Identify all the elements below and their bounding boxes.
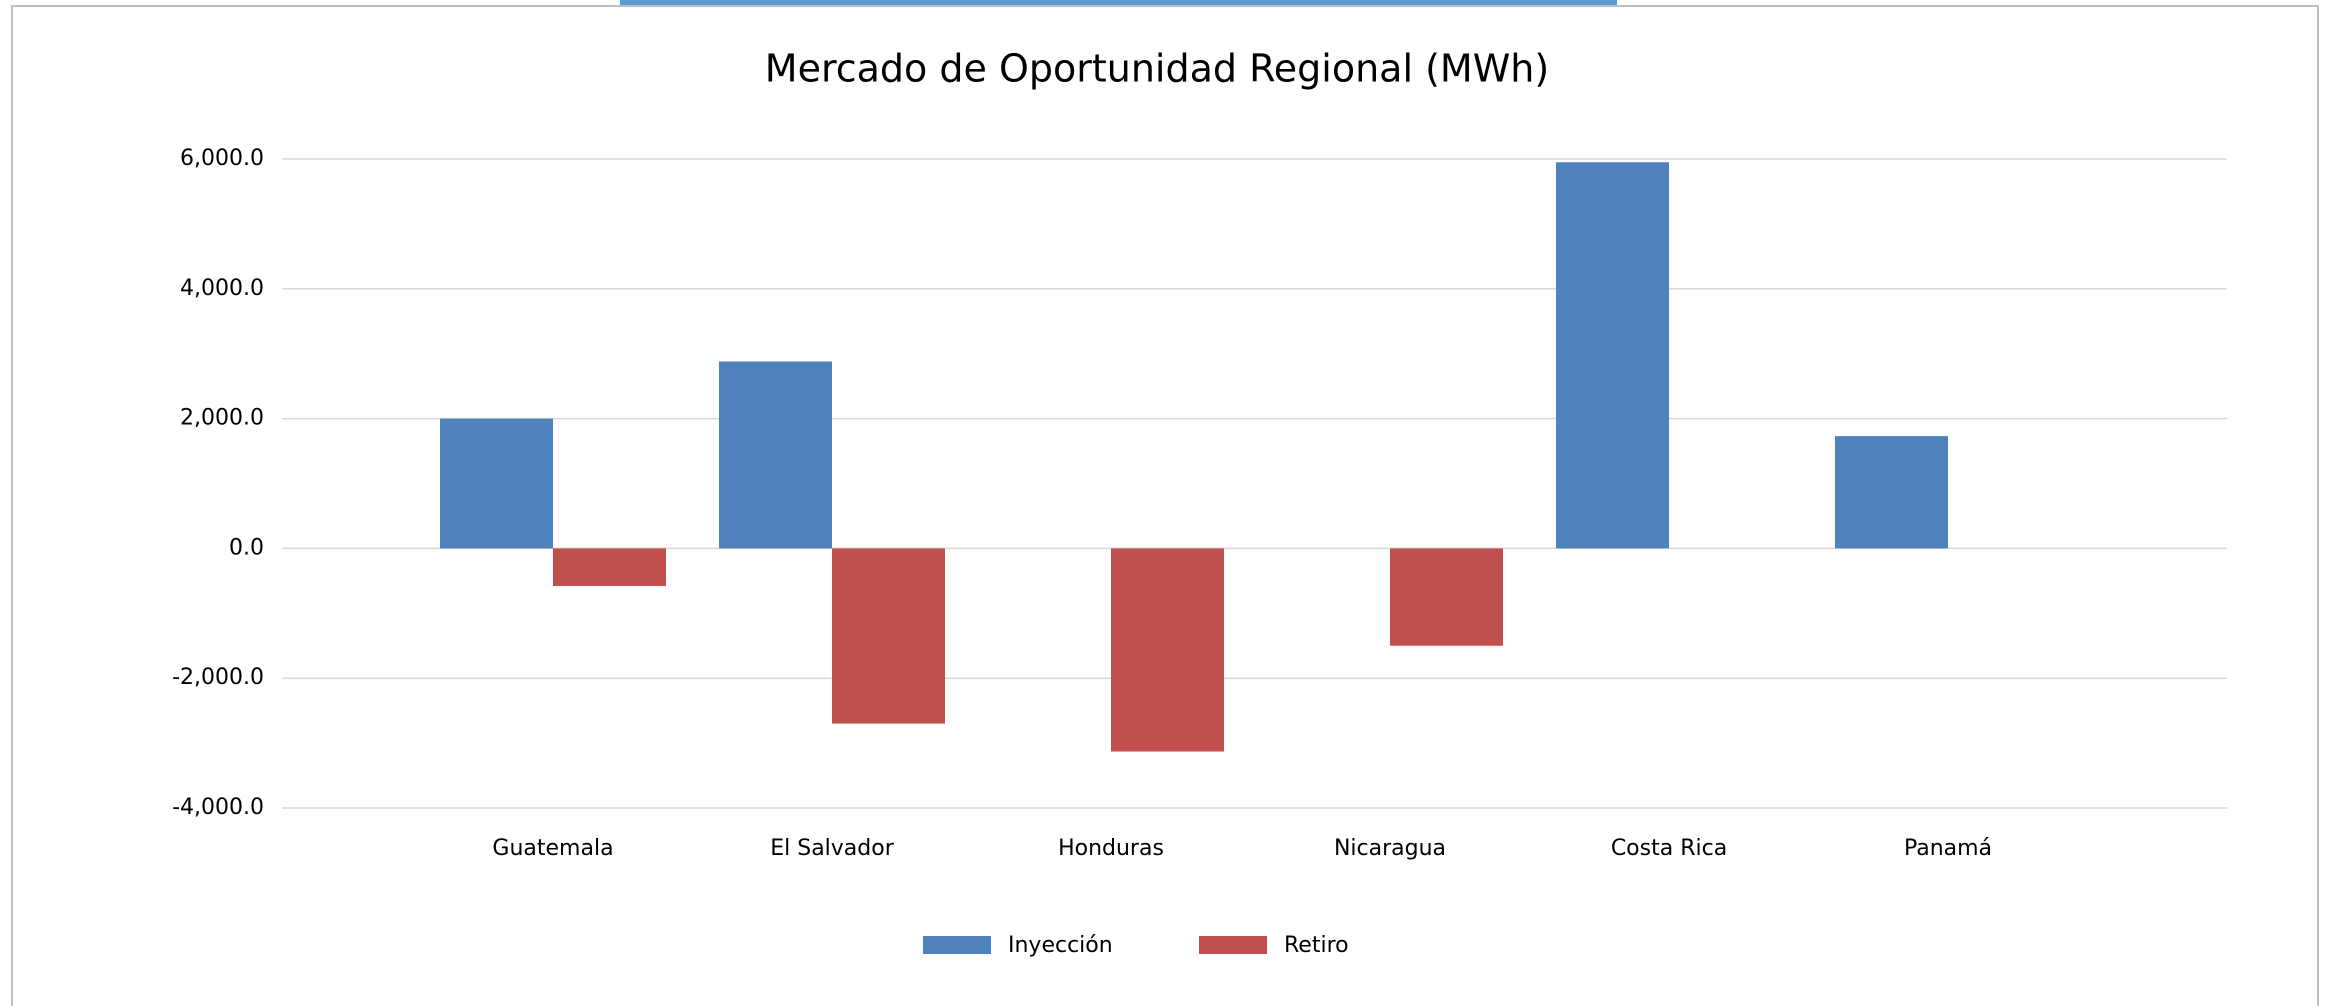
y-tick-label: 2,000.0 (180, 406, 264, 431)
bar (440, 418, 553, 549)
legend-swatch (923, 936, 991, 954)
y-tick-label: -4,000.0 (172, 795, 264, 820)
top-tab (620, 0, 1617, 5)
x-tick-label: Costa Rica (1611, 836, 1727, 861)
bar (1390, 548, 1503, 646)
bar (719, 361, 832, 549)
bar (1556, 162, 1669, 549)
chart-title: Mercado de Oportunidad Regional (MWh) (765, 47, 1549, 91)
bar (832, 548, 945, 724)
y-tick-label: -2,000.0 (172, 665, 264, 690)
x-tick-label: El Salvador (770, 836, 894, 861)
y-tick-label: 6,000.0 (180, 146, 264, 171)
y-tick-label: 0.0 (229, 535, 264, 560)
x-tick-label: Honduras (1058, 836, 1164, 861)
x-tick-label: Panamá (1904, 836, 1992, 861)
legend-label: Inyección (1008, 933, 1113, 958)
bar (1111, 548, 1224, 752)
x-tick-label: Guatemala (492, 836, 613, 861)
x-tick-label: Nicaragua (1334, 836, 1446, 861)
chart-frame (11, 5, 2319, 1006)
legend-label: Retiro (1284, 933, 1349, 958)
bar (1835, 436, 1948, 549)
y-tick-label: 4,000.0 (180, 276, 264, 301)
legend-swatch (1199, 936, 1267, 954)
bar (553, 548, 666, 587)
